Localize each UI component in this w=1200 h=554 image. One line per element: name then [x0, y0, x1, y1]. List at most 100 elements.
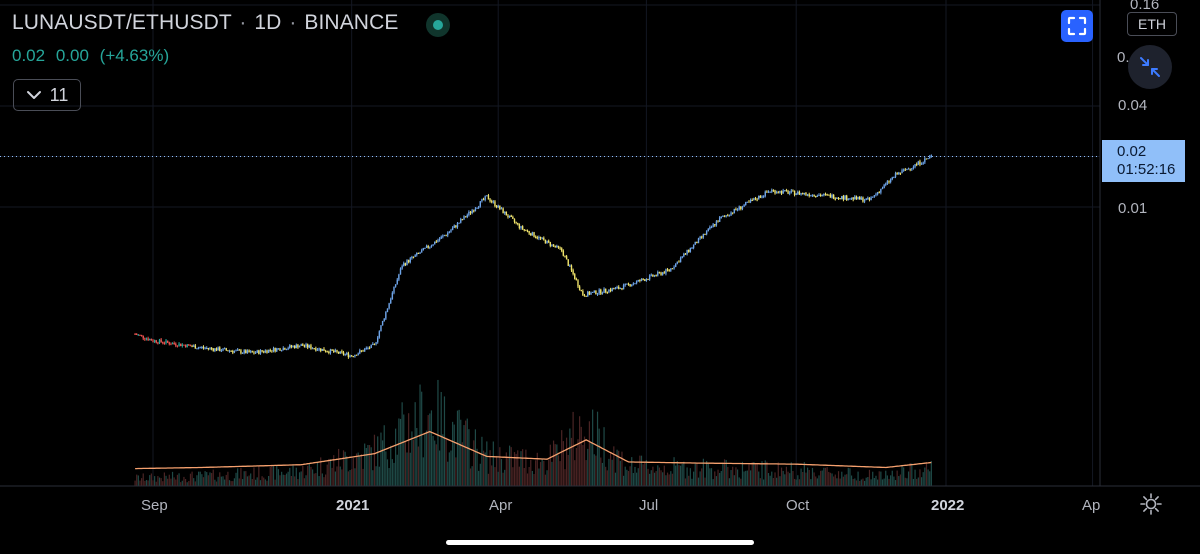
candle-body [815, 196, 817, 198]
volume-bar [530, 459, 532, 486]
volume-bar [774, 472, 776, 486]
candle-body [453, 225, 455, 228]
candle-body [417, 252, 420, 254]
volume-bar [875, 475, 877, 486]
candle-body [852, 197, 854, 200]
candle-body [306, 344, 309, 348]
chart-settings-button[interactable] [1139, 492, 1163, 516]
candle-body [588, 291, 591, 295]
symbol-title[interactable]: LUNAUSDT/ETHUSDT · 1D · BINANCE [12, 11, 398, 35]
symbol-name: LUNAUSDT/ETHUSDT [12, 11, 232, 34]
volume-bar [873, 478, 875, 486]
volume-bar [204, 471, 206, 486]
volume-bar [438, 450, 441, 486]
volume-bar [636, 472, 638, 486]
volume-bar [714, 471, 716, 486]
candle-body [494, 201, 496, 207]
volume-bar [544, 474, 547, 486]
volume-bar [699, 471, 701, 486]
candle-body [644, 279, 646, 281]
volume-bar [831, 473, 833, 486]
volume-bar [147, 480, 149, 486]
volume-bar [468, 429, 470, 486]
candle-body [650, 274, 652, 276]
candle-body [474, 208, 477, 212]
candle-body [145, 338, 148, 340]
candle-body [705, 231, 708, 235]
volume-bar [401, 402, 403, 486]
volume-bar [790, 462, 792, 486]
candle-body [578, 286, 581, 291]
candle-body [709, 227, 711, 229]
volume-bar [556, 444, 558, 486]
candle-body [420, 250, 423, 253]
volume-bar [325, 474, 327, 486]
candle-body [336, 350, 338, 352]
candle-body [731, 212, 734, 214]
candle-body [521, 226, 524, 230]
candle-body [567, 259, 569, 266]
volume-bar [250, 473, 252, 486]
volume-bar [344, 451, 346, 486]
candle-body [236, 349, 239, 351]
candle-body [367, 347, 369, 349]
home-indicator[interactable] [446, 540, 754, 545]
volume-bar [862, 478, 864, 486]
candle-body [590, 292, 592, 295]
candle-body [430, 245, 433, 247]
volume-bar [922, 472, 924, 486]
volume-bar [466, 418, 468, 486]
candle-body [717, 221, 719, 223]
fullscreen-button[interactable] [1061, 10, 1093, 42]
volume-bar [622, 475, 625, 486]
volume-bar [551, 461, 553, 486]
volume-bar [572, 411, 574, 486]
indicators-toggle-button[interactable]: 11 [13, 79, 81, 111]
candle-body [461, 219, 464, 221]
candle-body [813, 194, 815, 197]
candle-body [544, 239, 547, 244]
candle-body [911, 168, 913, 170]
currency-badge[interactable]: ETH [1127, 12, 1177, 36]
volume-bar [298, 472, 301, 486]
volume-bar [782, 470, 784, 486]
candle-body [741, 206, 744, 209]
candle-body [334, 350, 337, 352]
volume-bar [326, 464, 328, 486]
candle-body [591, 291, 594, 293]
candle-body [248, 350, 250, 353]
volume-bar [336, 466, 338, 486]
time-tick-label: Sep [141, 497, 168, 514]
candle-body [635, 281, 638, 284]
volume-bar [823, 467, 825, 486]
candle-body [793, 190, 796, 195]
volume-bar [694, 463, 696, 486]
volume-bar [686, 467, 688, 486]
candle-body [896, 173, 898, 175]
candle-body [885, 183, 887, 185]
volume-bar [186, 482, 188, 486]
volume-bar [385, 451, 387, 486]
volume-bar [362, 468, 364, 486]
volume-bar [756, 463, 758, 486]
volume-bar [619, 460, 621, 486]
volume-bar [929, 471, 931, 486]
volume-bar [168, 474, 170, 486]
candle-body [878, 192, 880, 194]
candle-body [188, 344, 190, 346]
candle-body [899, 172, 902, 174]
candle-body [661, 272, 664, 275]
volume-bar [232, 481, 234, 486]
volume-bar [290, 476, 293, 486]
volume-bar [564, 469, 566, 486]
candle-body [551, 244, 553, 246]
candle-body [569, 265, 571, 267]
candle-body [396, 279, 398, 285]
collapse-button[interactable] [1128, 45, 1172, 89]
candle-body [241, 352, 244, 354]
volume-bar [300, 471, 302, 486]
volume-bar [531, 470, 534, 486]
volume-bar [227, 471, 229, 486]
candle-body [580, 290, 582, 292]
